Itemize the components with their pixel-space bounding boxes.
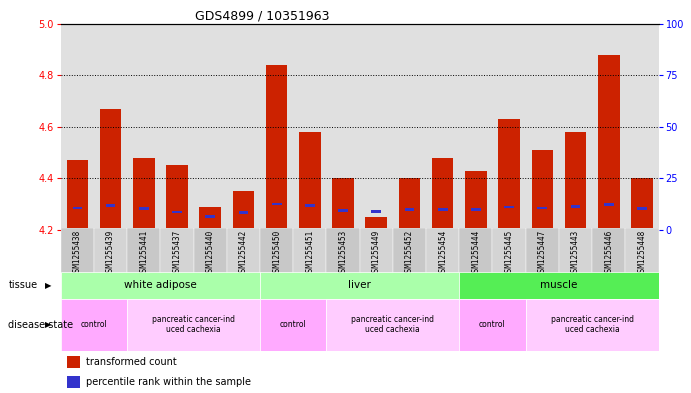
Bar (371, 210, 381, 213)
Bar (432, 158, 453, 230)
Text: tissue: tissue (8, 280, 37, 290)
Bar (61, 228, 94, 273)
Text: ▶: ▶ (45, 281, 51, 290)
Text: GSM1255449: GSM1255449 (372, 230, 381, 276)
Text: GSM1255446: GSM1255446 (604, 230, 613, 276)
Text: ▶: ▶ (45, 320, 51, 329)
Bar (326, 299, 460, 351)
Text: GSM1255439: GSM1255439 (106, 230, 115, 276)
Bar (359, 228, 393, 273)
Bar (592, 228, 625, 273)
Bar (200, 207, 221, 230)
Bar (299, 132, 321, 230)
Text: control: control (479, 320, 506, 329)
Bar (493, 228, 526, 273)
Text: white adipose: white adipose (124, 280, 197, 290)
Text: GSM1255454: GSM1255454 (438, 230, 447, 276)
Bar (127, 228, 160, 273)
Bar (106, 204, 115, 207)
Bar (438, 208, 448, 211)
Bar (526, 228, 559, 273)
Text: pancreatic cancer-ind
uced cachexia: pancreatic cancer-ind uced cachexia (551, 315, 634, 334)
Text: GDS4899 / 10351963: GDS4899 / 10351963 (196, 10, 330, 23)
Text: GSM1255451: GSM1255451 (305, 230, 314, 276)
Bar (167, 165, 188, 230)
Bar (426, 228, 460, 273)
Bar (293, 228, 326, 273)
Bar (625, 228, 659, 273)
Bar (139, 208, 149, 210)
Text: disease state: disease state (8, 320, 73, 330)
Bar (565, 132, 586, 230)
Text: liver: liver (348, 280, 371, 290)
Bar (498, 119, 520, 230)
Bar (133, 158, 155, 230)
Bar (305, 204, 314, 207)
Text: GSM1255443: GSM1255443 (571, 230, 580, 276)
Text: GSM1255444: GSM1255444 (471, 230, 480, 276)
Text: GSM1255450: GSM1255450 (272, 230, 281, 276)
Bar (227, 228, 260, 273)
Text: pancreatic cancer-ind
uced cachexia: pancreatic cancer-ind uced cachexia (351, 315, 435, 334)
Bar (66, 160, 88, 230)
Bar (67, 356, 80, 368)
Bar (504, 206, 514, 209)
Text: GSM1255445: GSM1255445 (504, 230, 513, 276)
Bar (172, 211, 182, 213)
Bar (405, 208, 415, 211)
Text: GSM1255448: GSM1255448 (637, 230, 646, 276)
Bar (332, 178, 354, 230)
Bar (637, 208, 647, 210)
Bar (559, 228, 592, 273)
Bar (631, 178, 653, 230)
Bar (260, 228, 293, 273)
Text: GSM1255437: GSM1255437 (173, 230, 182, 276)
Bar (460, 299, 526, 351)
Bar (598, 55, 620, 230)
Text: GSM1255441: GSM1255441 (140, 230, 149, 276)
Bar (266, 65, 287, 230)
Text: GSM1255447: GSM1255447 (538, 230, 547, 276)
Bar (61, 272, 260, 299)
Bar (94, 228, 127, 273)
Bar (73, 207, 82, 209)
Bar (460, 272, 659, 299)
Bar (531, 150, 553, 230)
Text: pancreatic cancer-ind
uced cachexia: pancreatic cancer-ind uced cachexia (152, 315, 235, 334)
Text: muscle: muscle (540, 280, 578, 290)
Bar (338, 209, 348, 212)
Bar (604, 203, 614, 206)
Bar (233, 191, 254, 230)
Text: GSM1255438: GSM1255438 (73, 230, 82, 276)
Bar (538, 207, 547, 209)
Bar (471, 208, 481, 211)
Bar (260, 272, 460, 299)
Text: GSM1255442: GSM1255442 (239, 230, 248, 276)
Bar (67, 376, 80, 388)
Bar (399, 178, 420, 230)
Text: GSM1255453: GSM1255453 (339, 230, 348, 276)
Bar (571, 206, 580, 208)
Bar (160, 228, 193, 273)
Bar (460, 228, 493, 273)
Bar (193, 228, 227, 273)
Bar (272, 203, 281, 206)
Bar (465, 171, 486, 230)
Text: GSM1255452: GSM1255452 (405, 230, 414, 276)
Bar (205, 215, 215, 218)
Text: percentile rank within the sample: percentile rank within the sample (86, 377, 251, 387)
Text: control: control (280, 320, 307, 329)
Bar (238, 211, 248, 214)
Bar (366, 217, 387, 230)
Bar (260, 299, 326, 351)
Bar (393, 228, 426, 273)
Text: GSM1255440: GSM1255440 (206, 230, 215, 276)
Bar (61, 299, 127, 351)
Bar (526, 299, 659, 351)
Bar (127, 299, 260, 351)
Text: transformed count: transformed count (86, 358, 177, 367)
Bar (100, 109, 122, 230)
Text: control: control (81, 320, 107, 329)
Bar (326, 228, 359, 273)
